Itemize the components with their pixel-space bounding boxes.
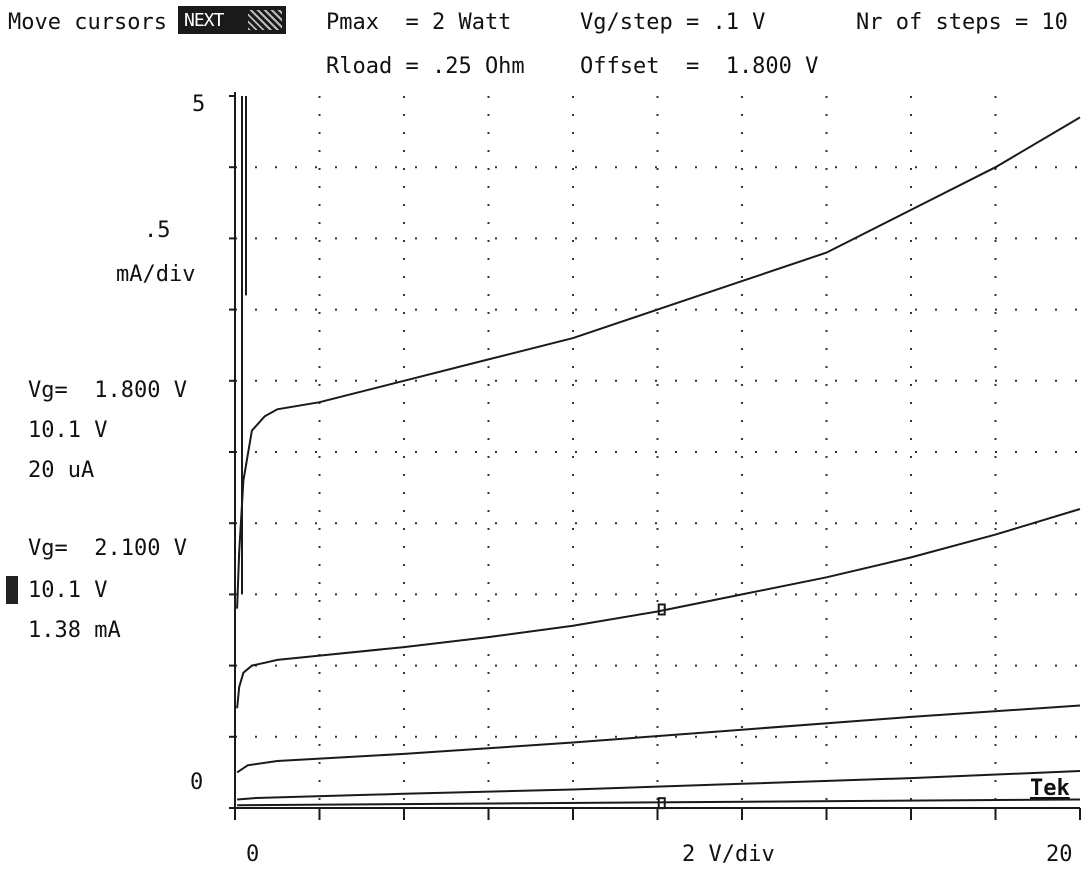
series-line-2 xyxy=(236,508,1081,709)
x-per-div-label: 2 V/div xyxy=(682,842,775,867)
mode-label: Move cursors xyxy=(8,10,167,35)
y-top-label: 5 xyxy=(192,92,206,117)
cursor2-current: 1.38 mA xyxy=(28,618,121,643)
cursor-marker-2 xyxy=(657,797,666,810)
series-line-4 xyxy=(237,770,1081,801)
mode-button-label: NEXT xyxy=(184,10,224,31)
cursor2-vg: Vg= 2.100 V xyxy=(28,536,187,561)
plot-axes xyxy=(229,92,1081,820)
rload-setting: Rload = .25 Ohm xyxy=(326,54,525,79)
series-line-1 xyxy=(236,116,1081,609)
plot-traces xyxy=(236,116,1081,807)
offset-setting: Offset = 1.800 V xyxy=(580,54,819,79)
plot-cursors xyxy=(657,603,666,810)
x-right-label: 20 xyxy=(1046,842,1073,867)
series-line-3 xyxy=(236,704,1081,774)
plot-grid xyxy=(235,96,1080,808)
mode-button[interactable]: NEXT xyxy=(178,6,286,34)
mode-button-pattern xyxy=(248,10,282,30)
cursor2-voltage: 10.1 V xyxy=(28,578,108,603)
steps-setting: Nr of steps = 10 xyxy=(856,10,1068,35)
pmax-setting: Pmax = 2 Watt xyxy=(326,10,512,35)
vg-step-setting: Vg/step = .1 V xyxy=(580,10,766,35)
cursor1-voltage: 10.1 V xyxy=(28,418,108,443)
cursor1-vg: Vg= 1.800 V xyxy=(28,378,187,403)
cursor-marker-1 xyxy=(657,603,666,616)
y-per-div-unit: mA/div xyxy=(116,262,196,287)
active-cursor-marker xyxy=(6,576,18,604)
y-bottom-label: 0 xyxy=(190,770,204,795)
tek-logo: Tek xyxy=(1030,776,1070,801)
y-per-div-value: .5 xyxy=(144,218,171,243)
x-left-label: 0 xyxy=(246,842,260,867)
cursor1-current: 20 uA xyxy=(28,458,95,483)
